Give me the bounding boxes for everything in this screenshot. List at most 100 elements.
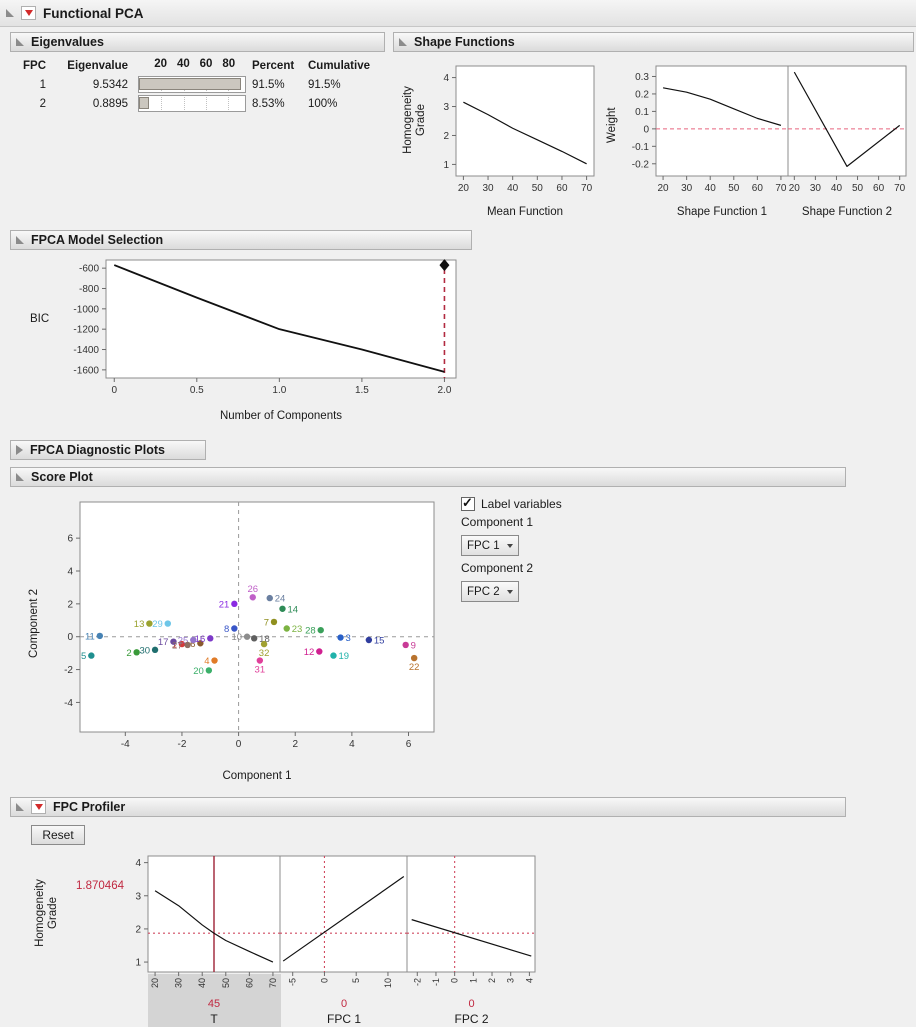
score-point[interactable] xyxy=(96,632,104,640)
score-point[interactable] xyxy=(279,605,286,612)
reset-button[interactable]: Reset xyxy=(31,825,85,845)
x-tick-label: 50 xyxy=(728,183,740,194)
y-tick-label: 2 xyxy=(67,599,73,610)
score-point[interactable] xyxy=(211,657,218,664)
x-tick-label: 10 xyxy=(383,978,393,988)
x-axis-label: Component 1 xyxy=(222,770,291,782)
score-point[interactable] xyxy=(164,620,171,627)
score-point[interactable] xyxy=(151,646,159,654)
score-point[interactable] xyxy=(266,594,273,602)
score-point[interactable] xyxy=(283,625,290,632)
disclosure-open-icon[interactable] xyxy=(16,473,24,481)
score-point[interactable] xyxy=(184,641,191,649)
score-point-label: 12 xyxy=(304,647,315,658)
shape-functions-panel-header[interactable]: Shape Functions xyxy=(393,32,914,52)
score-point-label: 7 xyxy=(264,617,269,628)
red-triangle-menu[interactable] xyxy=(21,6,36,20)
x-tick-label: -2 xyxy=(412,978,422,986)
score-point[interactable] xyxy=(402,641,409,649)
label-variables-label: Label variables xyxy=(481,497,562,511)
profiler-t-chart[interactable]: 1 2 3 4 20 30 40 50 60 70 xyxy=(126,852,282,998)
score-point[interactable] xyxy=(330,652,337,659)
score-point[interactable] xyxy=(197,640,204,647)
percent-value: 91.5% xyxy=(252,78,285,91)
score-point[interactable] xyxy=(365,636,373,644)
score-point[interactable] xyxy=(410,654,418,662)
disclosure-open-icon[interactable] xyxy=(16,236,24,244)
score-point[interactable] xyxy=(190,636,197,644)
score-plot-panel-header[interactable]: Score Plot xyxy=(10,467,846,487)
score-point[interactable] xyxy=(250,635,258,642)
x-tick-label: 70 xyxy=(775,183,787,194)
diagnostic-plots-title: FPCA Diagnostic Plots xyxy=(30,443,165,457)
factor-name-fpc1[interactable]: FPC 1 xyxy=(326,1012,361,1026)
x-tick-label: 60 xyxy=(244,978,254,988)
selection-diamond-marker[interactable] xyxy=(439,259,450,272)
x-tick-label: 40 xyxy=(507,183,519,194)
disclosure-open-icon[interactable] xyxy=(399,38,407,46)
factor-name-t[interactable]: T xyxy=(210,1012,218,1026)
score-point-label: 22 xyxy=(409,662,420,673)
disclosure-open-icon[interactable] xyxy=(16,38,24,46)
y-tick-label: 3 xyxy=(443,102,449,113)
profiler-fpc1-chart[interactable]: -5 0 5 10 xyxy=(279,852,408,998)
score-point[interactable] xyxy=(178,640,186,648)
x-tick-label: 2 xyxy=(487,978,497,983)
score-point[interactable] xyxy=(337,634,344,641)
score-point-label: 32 xyxy=(259,648,270,659)
x-tick-label: 40 xyxy=(831,183,843,194)
score-point[interactable] xyxy=(207,635,214,642)
eigenvalues-table: FPC Eigenvalue 20 40 60 80 Percent Cumul… xyxy=(18,56,380,113)
disclosure-open-icon[interactable] xyxy=(6,9,14,17)
functional-pca-header[interactable]: Functional PCA xyxy=(0,0,916,27)
factor-current-value-fpc2[interactable]: 0 xyxy=(468,998,475,1010)
component1-select[interactable]: FPC 1 xyxy=(461,535,519,556)
x-tick-label: 3 xyxy=(506,978,516,983)
factor-current-value-fpc1[interactable]: 0 xyxy=(340,998,348,1010)
score-point[interactable] xyxy=(260,640,268,648)
score-point[interactable] xyxy=(270,618,278,626)
disclosure-open-icon[interactable] xyxy=(16,803,24,811)
shape-function-1-chart: -0.2 -0.1 0 0.1 0.2 0.3 20 30 40 50 60 70 Shape Func… xyxy=(622,58,789,220)
score-point[interactable] xyxy=(231,625,238,632)
weight-axis-label: Weight xyxy=(606,107,618,143)
score-point[interactable] xyxy=(231,600,238,608)
score-plot-chart[interactable]: 1 2 3 4 5 6 7 8 9 10 11 12 13 14 15 16 17 18 19 20 21 22 23 24 2… xyxy=(18,492,442,784)
score-point[interactable] xyxy=(256,657,264,664)
percent-value: 8.53% xyxy=(252,97,285,110)
fpc-profiler-panel-header[interactable]: FPC Profiler xyxy=(10,797,846,817)
score-point[interactable] xyxy=(316,648,323,655)
component2-select[interactable]: FPC 2 xyxy=(461,581,519,602)
score-point[interactable] xyxy=(205,667,213,674)
factor-name-fpc2[interactable]: FPC 2 xyxy=(454,1012,489,1026)
score-point[interactable] xyxy=(133,649,140,656)
score-point-label: 6 xyxy=(190,639,195,650)
eigenvalues-panel-header[interactable]: Eigenvalues xyxy=(10,32,385,52)
x-tick-label: 0 xyxy=(319,978,329,983)
score-point[interactable] xyxy=(170,638,177,645)
x-tick-label: 30 xyxy=(174,978,184,988)
profiler-fpc2-chart[interactable]: -2 -1 0 1 2 3 4 xyxy=(406,852,537,998)
col-header-bar-scale: 20 40 60 80 xyxy=(138,56,246,75)
score-point[interactable] xyxy=(146,620,153,627)
x-tick-label: 20 xyxy=(658,183,670,194)
x-tick-label: -4 xyxy=(121,739,130,750)
score-point[interactable] xyxy=(249,594,256,601)
label-variables-checkbox[interactable]: ✓ xyxy=(461,495,475,511)
score-point[interactable] xyxy=(317,626,324,634)
diagnostic-plots-panel-header[interactable]: FPCA Diagnostic Plots xyxy=(10,440,206,460)
score-point[interactable] xyxy=(243,633,251,640)
score-point-label: 5 xyxy=(81,651,86,662)
score-point[interactable] xyxy=(88,652,95,659)
disclosure-collapsed-icon[interactable] xyxy=(16,445,23,455)
score-point-label: 16 xyxy=(195,634,206,645)
bar-tick: 60 xyxy=(199,58,213,70)
x-tick-label: 1 xyxy=(468,978,478,983)
series-line xyxy=(113,264,445,373)
model-selection-panel-header[interactable]: FPCA Model Selection xyxy=(10,230,472,250)
eigenvalue-value: 0.8895 xyxy=(92,97,128,110)
x-tick-label: 2 xyxy=(292,739,298,750)
red-triangle-menu[interactable] xyxy=(31,800,46,814)
factor-current-value-t[interactable]: 45 xyxy=(207,998,221,1010)
plot-frame xyxy=(787,65,907,177)
